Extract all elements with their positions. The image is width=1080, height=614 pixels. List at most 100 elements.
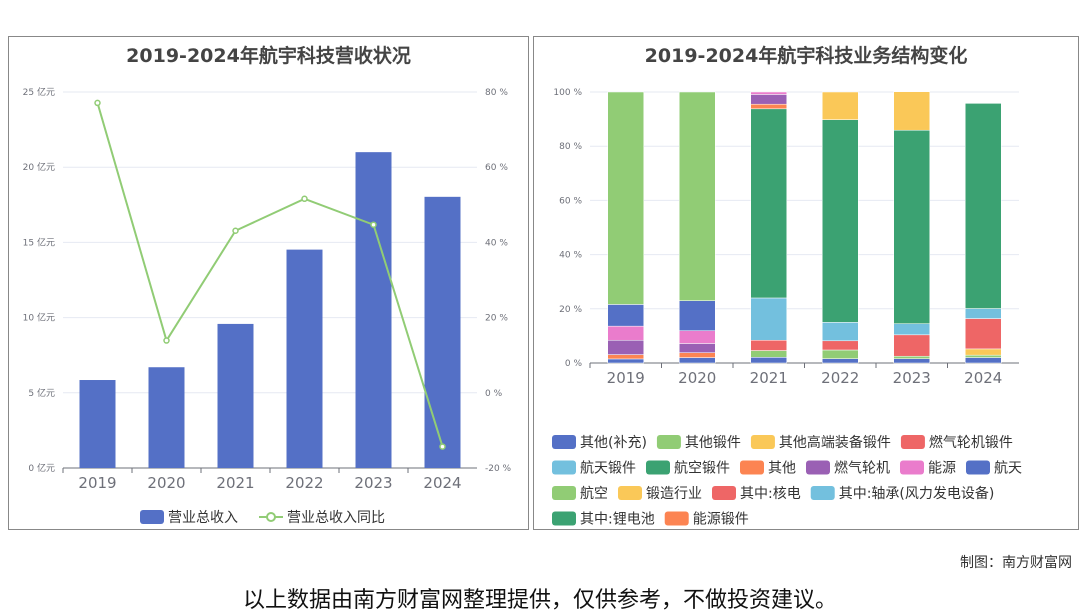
- legend-swatch: [664, 511, 689, 526]
- stack-segment: [893, 334, 930, 357]
- x-tick-label: 2020: [678, 369, 716, 387]
- stack-segment: [607, 304, 644, 327]
- x-tick-label: 2019: [607, 369, 645, 387]
- stack-segment: [607, 91, 644, 305]
- stack-segment: [679, 343, 716, 353]
- legend-label: 其他高端装备锻件: [779, 434, 891, 451]
- legend-label: 其他: [768, 461, 796, 477]
- y-right-tick-label: 80 %: [485, 88, 508, 98]
- revenue-chart-svg: 0 亿元 5 亿元 10 亿元 15 亿元 20 亿元 25 亿元 -20 % 0 % 20 %…: [23, 86, 512, 526]
- x-tick-label: 2024: [423, 474, 461, 492]
- legend-swatch: [617, 486, 642, 500]
- legend-swatch: [656, 435, 681, 449]
- stack-segment: [893, 129, 930, 324]
- stack-segment: [822, 119, 859, 323]
- yoy-point: [163, 337, 170, 344]
- stack-segment: [965, 318, 1002, 350]
- stack-segment: [679, 91, 716, 301]
- structure-chart-title: 2019-2024年航宇科技业务结构变化: [644, 45, 968, 67]
- legend-swatch: [750, 435, 775, 449]
- legend-swatch: [805, 460, 830, 475]
- legend-label: 燃气轮机锻件: [929, 434, 1013, 451]
- yoy-point: [301, 195, 308, 203]
- stack-segment: [679, 352, 716, 358]
- legend-bar-swatch: [140, 510, 164, 524]
- disclaimer: 以上数据由南方财富网整理提供，仅供参考，不做投资建议。: [242, 588, 837, 613]
- y-right-tick-label: 40 %: [485, 238, 508, 248]
- stack-segment: [750, 339, 787, 351]
- legend-label: 航天锻件: [580, 461, 636, 477]
- yoy-point: [232, 227, 239, 234]
- y-right-tick-label: 20 %: [485, 314, 508, 324]
- stack-segment: [607, 354, 644, 360]
- yoy-point: [439, 443, 446, 450]
- structure-chart-panel: 2019-2024年航宇科技业务结构变化 0 % 20 % 40 % 60 % 80 %…: [533, 36, 1079, 530]
- legend-swatch: [739, 460, 764, 475]
- revenue-bar: [286, 249, 323, 468]
- stack-segment: [679, 300, 716, 332]
- chart-credit: 制图：南方财富网: [960, 555, 1072, 571]
- legend-label: 营业总收入: [168, 510, 238, 526]
- stack-segment: [965, 357, 1002, 364]
- stack-segment: [822, 349, 859, 359]
- y-tick-label: 60 %: [559, 196, 582, 206]
- legend-label: 航空: [580, 486, 608, 502]
- y-left-tick-label: 25 亿元: [23, 86, 55, 98]
- y-tick-label: 40 %: [559, 251, 582, 261]
- legend-swatch: [645, 460, 670, 475]
- x-tick-label: 2021: [750, 369, 788, 387]
- stack-segment: [750, 357, 787, 364]
- legend-line-swatch-dot: [266, 512, 276, 522]
- y-tick-label: 20 %: [559, 305, 582, 315]
- y-left-tick-label: 20 亿元: [23, 161, 55, 173]
- legend-label: 其中:核电: [740, 486, 801, 502]
- legend-label: 其他锻件: [685, 435, 741, 451]
- y-tick-label: 80 %: [559, 142, 582, 152]
- legend-swatch: [965, 460, 990, 475]
- x-tick-label: 2023: [893, 369, 931, 387]
- legend-label: 其中:锂电池: [580, 512, 655, 528]
- legend-label: 锻造行业: [646, 486, 702, 502]
- y-left-tick-label: 0 亿元: [28, 462, 55, 474]
- revenue-bar: [355, 152, 392, 468]
- stack-segment: [822, 358, 859, 364]
- legend-label: 其他(补充): [580, 435, 647, 451]
- stack-segment: [750, 91, 787, 95]
- stack-segment: [893, 323, 930, 336]
- y-left-tick-label: 15 亿元: [23, 236, 55, 248]
- y-right-tick-label: 0 %: [485, 389, 503, 399]
- stack-segment: [750, 297, 787, 341]
- legend-label: 能源锻件: [693, 512, 749, 528]
- stack-segment: [607, 339, 644, 355]
- legend-label: 航空锻件: [674, 461, 730, 477]
- stack-segment: [822, 340, 859, 351]
- revenue-chart-title: 2019-2024年航宇科技营收状况: [126, 45, 411, 67]
- stack-segment: [679, 357, 716, 364]
- stack-segment: [822, 91, 859, 120]
- legend-label: 燃气轮机: [834, 460, 890, 477]
- y-left-tick-label: 10 亿元: [23, 312, 55, 324]
- legend-label: 其中:轴承(风力发电设备): [839, 485, 995, 502]
- stack-segment: [607, 358, 644, 364]
- yoy-line: [96, 102, 444, 447]
- stack-segment: [893, 358, 930, 364]
- y-right-tick-label: -20 %: [485, 464, 512, 474]
- stack-segment: [965, 348, 1002, 356]
- x-tick-label: 2022: [821, 369, 859, 387]
- revenue-bar: [148, 367, 185, 468]
- legend-swatch: [711, 486, 736, 500]
- legend-swatch: [552, 460, 576, 475]
- revenue-bar: [424, 196, 461, 468]
- legend-swatch: [900, 435, 925, 449]
- stack-segment: [750, 350, 787, 358]
- x-tick-label: 2020: [147, 474, 185, 492]
- y-right-tick-label: 60 %: [485, 163, 508, 173]
- yoy-point: [94, 99, 101, 107]
- y-tick-label: 0 %: [565, 359, 583, 369]
- stack-segment: [750, 103, 787, 110]
- x-tick-label: 2021: [216, 474, 254, 492]
- legend-label: 航天: [994, 461, 1022, 477]
- y-left-tick-label: 5 亿元: [28, 387, 55, 399]
- stack-segment: [607, 325, 644, 341]
- x-tick-label: 2019: [78, 474, 116, 492]
